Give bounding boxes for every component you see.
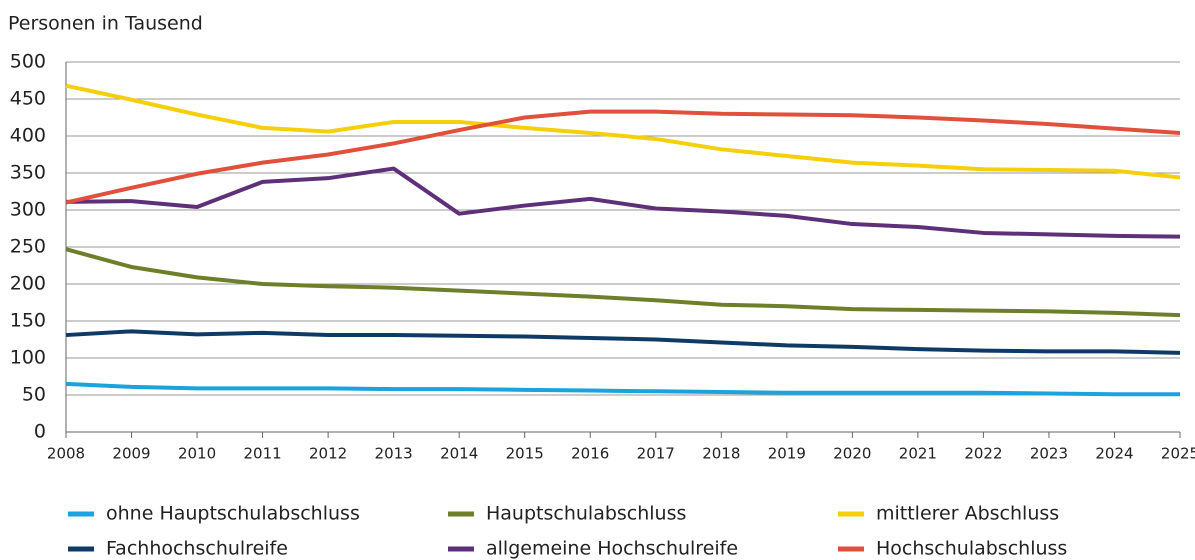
x-tick-label: 2014 <box>440 445 478 463</box>
y-tick-label: 300 <box>10 199 46 221</box>
y-axis-label: Personen in Tausend <box>8 13 203 35</box>
x-tick-label: 2022 <box>964 445 1002 463</box>
x-tick-label: 2008 <box>47 445 85 463</box>
series-line <box>65 247 1181 318</box>
series-line <box>65 329 1181 355</box>
x-tick-label: 2021 <box>899 445 937 463</box>
series-line <box>65 83 1181 180</box>
x-tick-label: 2024 <box>1095 445 1133 463</box>
y-tick-label: 250 <box>10 236 46 258</box>
x-tick-label: 2010 <box>178 445 216 463</box>
x-tick-label: 2011 <box>243 445 281 463</box>
y-tick-label: 100 <box>10 347 46 369</box>
y-tick-label: 450 <box>10 88 46 110</box>
legend-label: mittlerer Abschluss <box>876 503 1059 525</box>
x-tick-label: 2025 <box>1161 445 1195 463</box>
x-tick-label: 2017 <box>637 445 675 463</box>
series-line <box>65 381 1180 397</box>
y-tick-label: 0 <box>34 421 46 443</box>
y-tick-label: 150 <box>10 310 46 332</box>
y-tick-label: 350 <box>10 162 46 184</box>
x-tick-label: 2015 <box>506 445 544 463</box>
y-tick-label: 200 <box>10 273 46 295</box>
x-tick-label: 2013 <box>375 445 413 463</box>
y-tick-label: 500 <box>10 51 46 73</box>
x-tick-label: 2018 <box>702 445 740 463</box>
y-tick-label: 50 <box>22 384 46 406</box>
x-tick-label: 2012 <box>309 445 347 463</box>
y-tick-label: 400 <box>10 125 46 147</box>
x-tick-label: 2019 <box>768 445 806 463</box>
legend-label: Hochschulabschluss <box>876 538 1067 560</box>
legend-label: Hauptschulabschluss <box>486 503 686 525</box>
legend-label: Fachhochschulreife <box>106 538 288 560</box>
legend-label: allgemeine Hochschulreife <box>486 538 738 560</box>
x-tick-label: 2020 <box>833 445 871 463</box>
series-line <box>65 109 1181 205</box>
x-tick-label: 2009 <box>112 445 150 463</box>
x-tick-label: 2016 <box>571 445 609 463</box>
legend-label: ohne Hauptschulabschluss <box>106 503 360 525</box>
x-tick-label: 2023 <box>1030 445 1068 463</box>
series-line <box>65 166 1181 239</box>
